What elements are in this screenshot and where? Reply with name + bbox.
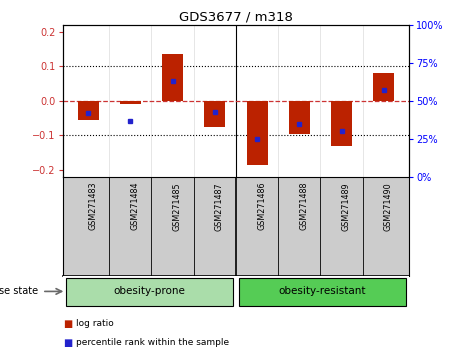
Title: GDS3677 / m318: GDS3677 / m318 xyxy=(179,11,293,24)
Text: GSM271486: GSM271486 xyxy=(257,182,266,230)
Bar xyxy=(162,54,183,101)
Text: disease state: disease state xyxy=(0,286,39,296)
Text: GSM271485: GSM271485 xyxy=(173,182,182,230)
Text: GSM271489: GSM271489 xyxy=(342,182,351,230)
Text: log ratio: log ratio xyxy=(76,319,113,329)
Text: GSM271483: GSM271483 xyxy=(88,182,97,230)
Bar xyxy=(373,73,394,101)
Bar xyxy=(246,101,268,165)
Bar xyxy=(331,101,352,146)
Text: GSM271484: GSM271484 xyxy=(130,182,140,230)
Text: ■: ■ xyxy=(63,319,72,329)
Text: GSM271487: GSM271487 xyxy=(215,182,224,230)
Bar xyxy=(289,101,310,134)
Bar xyxy=(204,101,226,127)
Bar xyxy=(78,101,99,120)
Bar xyxy=(120,101,141,104)
FancyBboxPatch shape xyxy=(239,278,406,306)
Text: GSM271488: GSM271488 xyxy=(299,182,308,230)
Text: GSM271490: GSM271490 xyxy=(384,182,393,230)
FancyBboxPatch shape xyxy=(66,278,232,306)
Text: ■: ■ xyxy=(63,338,72,348)
Text: percentile rank within the sample: percentile rank within the sample xyxy=(76,338,229,347)
Text: obesity-resistant: obesity-resistant xyxy=(279,286,366,296)
Text: obesity-prone: obesity-prone xyxy=(113,286,186,296)
